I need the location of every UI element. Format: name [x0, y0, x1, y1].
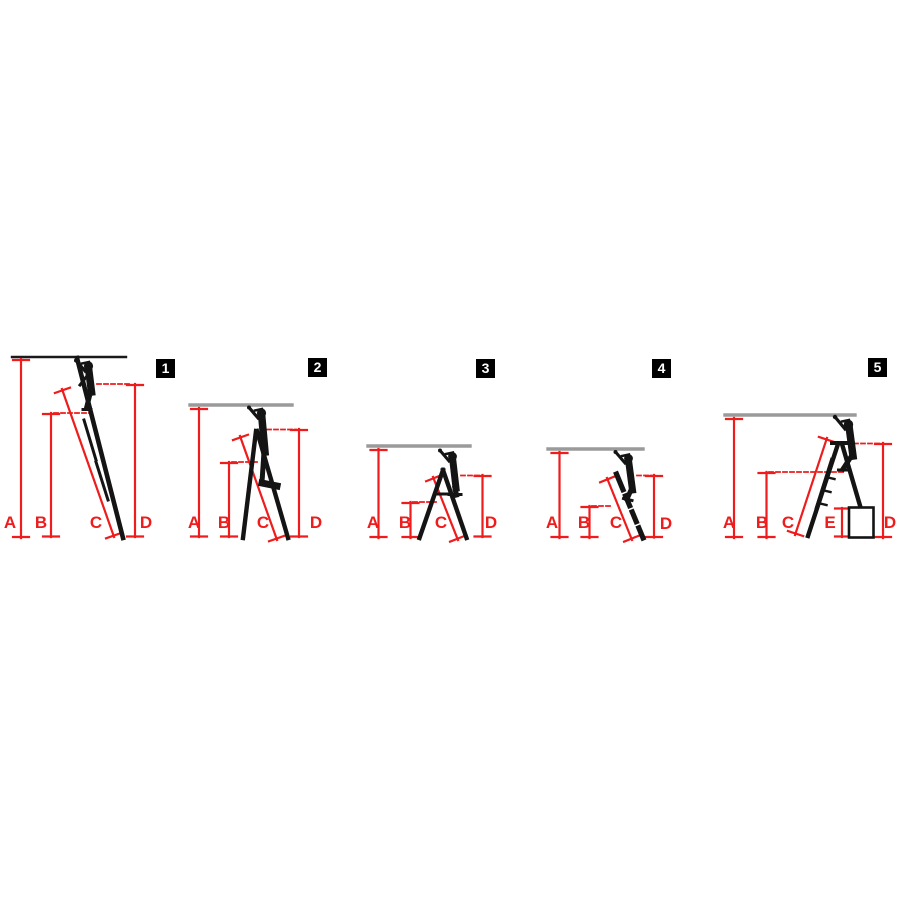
dim-line-d	[125, 382, 145, 539]
label-a: A	[3, 513, 17, 532]
leaning-ladder-icon	[613, 470, 647, 542]
diagram-4-badge: 4	[652, 359, 671, 378]
dim-line-c	[53, 386, 123, 540]
label-b: B	[398, 513, 412, 532]
extension-ladder-icon	[74, 355, 126, 541]
dim-line-c	[231, 433, 286, 543]
label-a: A	[187, 513, 201, 532]
label-c: C	[609, 513, 623, 532]
diagram-2-badge: 2	[308, 358, 327, 377]
dim-line-b	[219, 460, 239, 539]
label-b: B	[577, 513, 591, 532]
label-b: B	[34, 513, 48, 532]
dim-line-a	[550, 450, 569, 540]
diagram-4	[546, 447, 664, 544]
dim-line-a	[724, 416, 744, 540]
label-a: A	[545, 513, 559, 532]
dim-line-b	[401, 500, 420, 540]
label-e: E	[824, 513, 836, 532]
diagram-1	[10, 355, 145, 541]
label-d: D	[883, 513, 897, 532]
label-d: D	[484, 513, 498, 532]
diagram-5-badge: 5	[868, 358, 887, 377]
worker-icon	[613, 450, 637, 503]
label-a: A	[722, 513, 736, 532]
worker-icon	[247, 405, 270, 485]
diagram-3-badge: 3	[476, 359, 495, 378]
label-d: D	[309, 513, 323, 532]
dim-line-d	[289, 427, 309, 539]
label-c: C	[781, 513, 795, 532]
label-c: C	[89, 513, 103, 532]
dim-line-e	[833, 506, 851, 539]
platform-stepladder-icon	[805, 441, 864, 539]
dim-line-b	[580, 504, 599, 540]
diagram-2	[188, 403, 309, 543]
label-c: C	[434, 513, 448, 532]
worker-icon	[438, 448, 463, 498]
dim-line-a	[369, 447, 388, 540]
dim-line-c	[598, 474, 641, 544]
label-d: D	[659, 514, 673, 533]
bucket-icon	[847, 506, 875, 539]
dim-line-b	[41, 411, 61, 539]
worker-icon	[74, 358, 96, 412]
diagram-1-badge: 1	[156, 359, 175, 378]
diagram-5	[723, 413, 893, 540]
label-d: D	[139, 513, 153, 532]
dim-line-a	[11, 357, 31, 540]
dim-line-b	[757, 470, 776, 540]
label-b: B	[755, 513, 769, 532]
dim-line-a	[189, 406, 209, 539]
diagram-3	[366, 444, 492, 544]
worker-icon	[832, 414, 858, 473]
label-b: B	[217, 513, 231, 532]
label-a: A	[366, 513, 380, 532]
label-c: C	[256, 513, 270, 532]
